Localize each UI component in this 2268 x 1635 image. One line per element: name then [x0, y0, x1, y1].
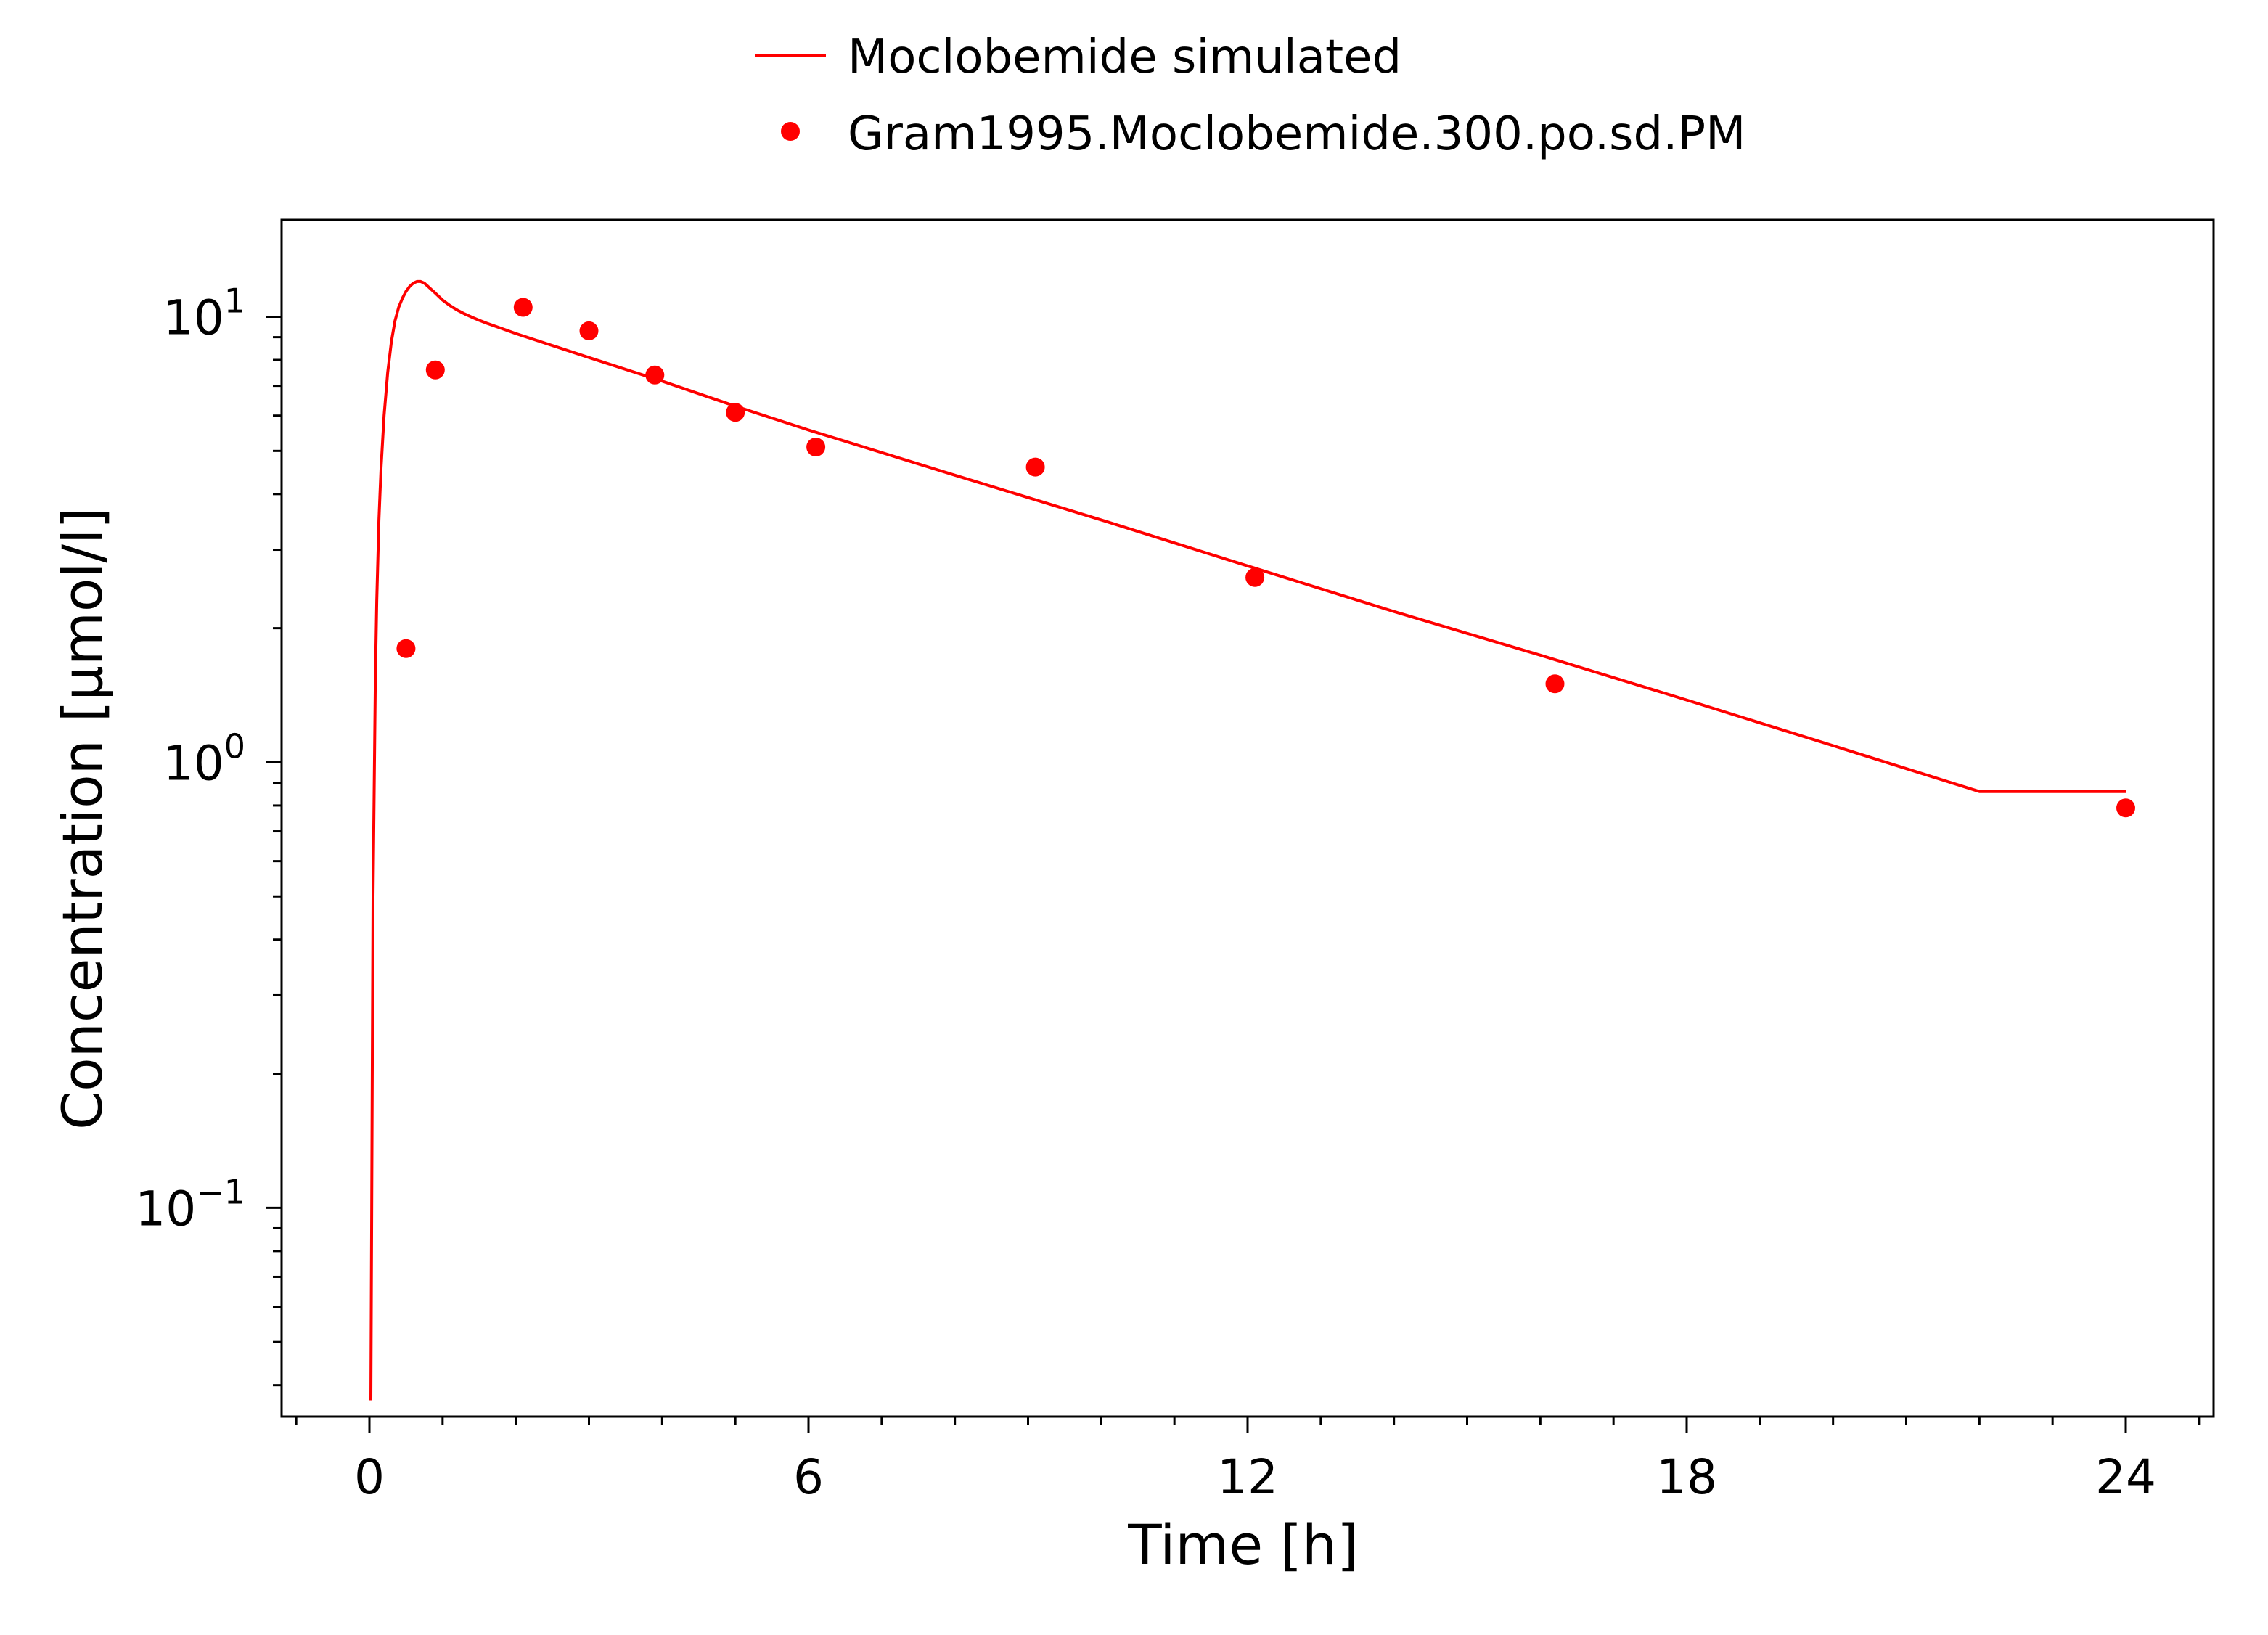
observed-point	[1245, 567, 1265, 587]
observed-point	[396, 639, 416, 658]
legend-marker-swatch	[781, 122, 800, 141]
x-axis-title: Time [h]	[1127, 1512, 1359, 1577]
y-tick-label: 101	[163, 282, 245, 346]
y-axis-title: Concentration [µmol/l]	[50, 507, 115, 1130]
x-tick-label: 24	[2095, 1449, 2156, 1505]
observed-point	[1025, 457, 1045, 477]
observed-point	[425, 360, 445, 380]
legend-label-observed: Gram1995.Moclobemide.300.po.sd.PM	[848, 107, 1745, 161]
observed-point	[726, 403, 745, 422]
observed-point	[806, 438, 826, 456]
x-tick-label: 18	[1656, 1449, 1717, 1505]
y-tick-label: 100	[163, 726, 245, 791]
x-tick-label: 6	[793, 1449, 824, 1505]
observed-point	[645, 365, 665, 385]
x-tick-label: 12	[1217, 1449, 1278, 1505]
y-axis-ticks: 10−1 100 101	[135, 282, 282, 1387]
simulated-line	[369, 279, 2126, 1401]
observed-point	[513, 298, 533, 317]
observed-point	[2116, 798, 2135, 818]
observed-point	[579, 321, 599, 340]
legend: Moclobemide simulated Gram1995.Moclobemi…	[755, 30, 1745, 161]
series-layer	[369, 279, 2135, 1401]
legend-label-simulated: Moclobemide simulated	[848, 30, 1401, 84]
plot-frame	[280, 218, 2215, 1418]
y-tick-label: 10−1	[135, 1172, 245, 1237]
observed-point	[1545, 674, 1565, 694]
x-axis-ticks: 0 6 12 18 24	[295, 1417, 2201, 1505]
x-tick-label: 0	[354, 1449, 385, 1505]
